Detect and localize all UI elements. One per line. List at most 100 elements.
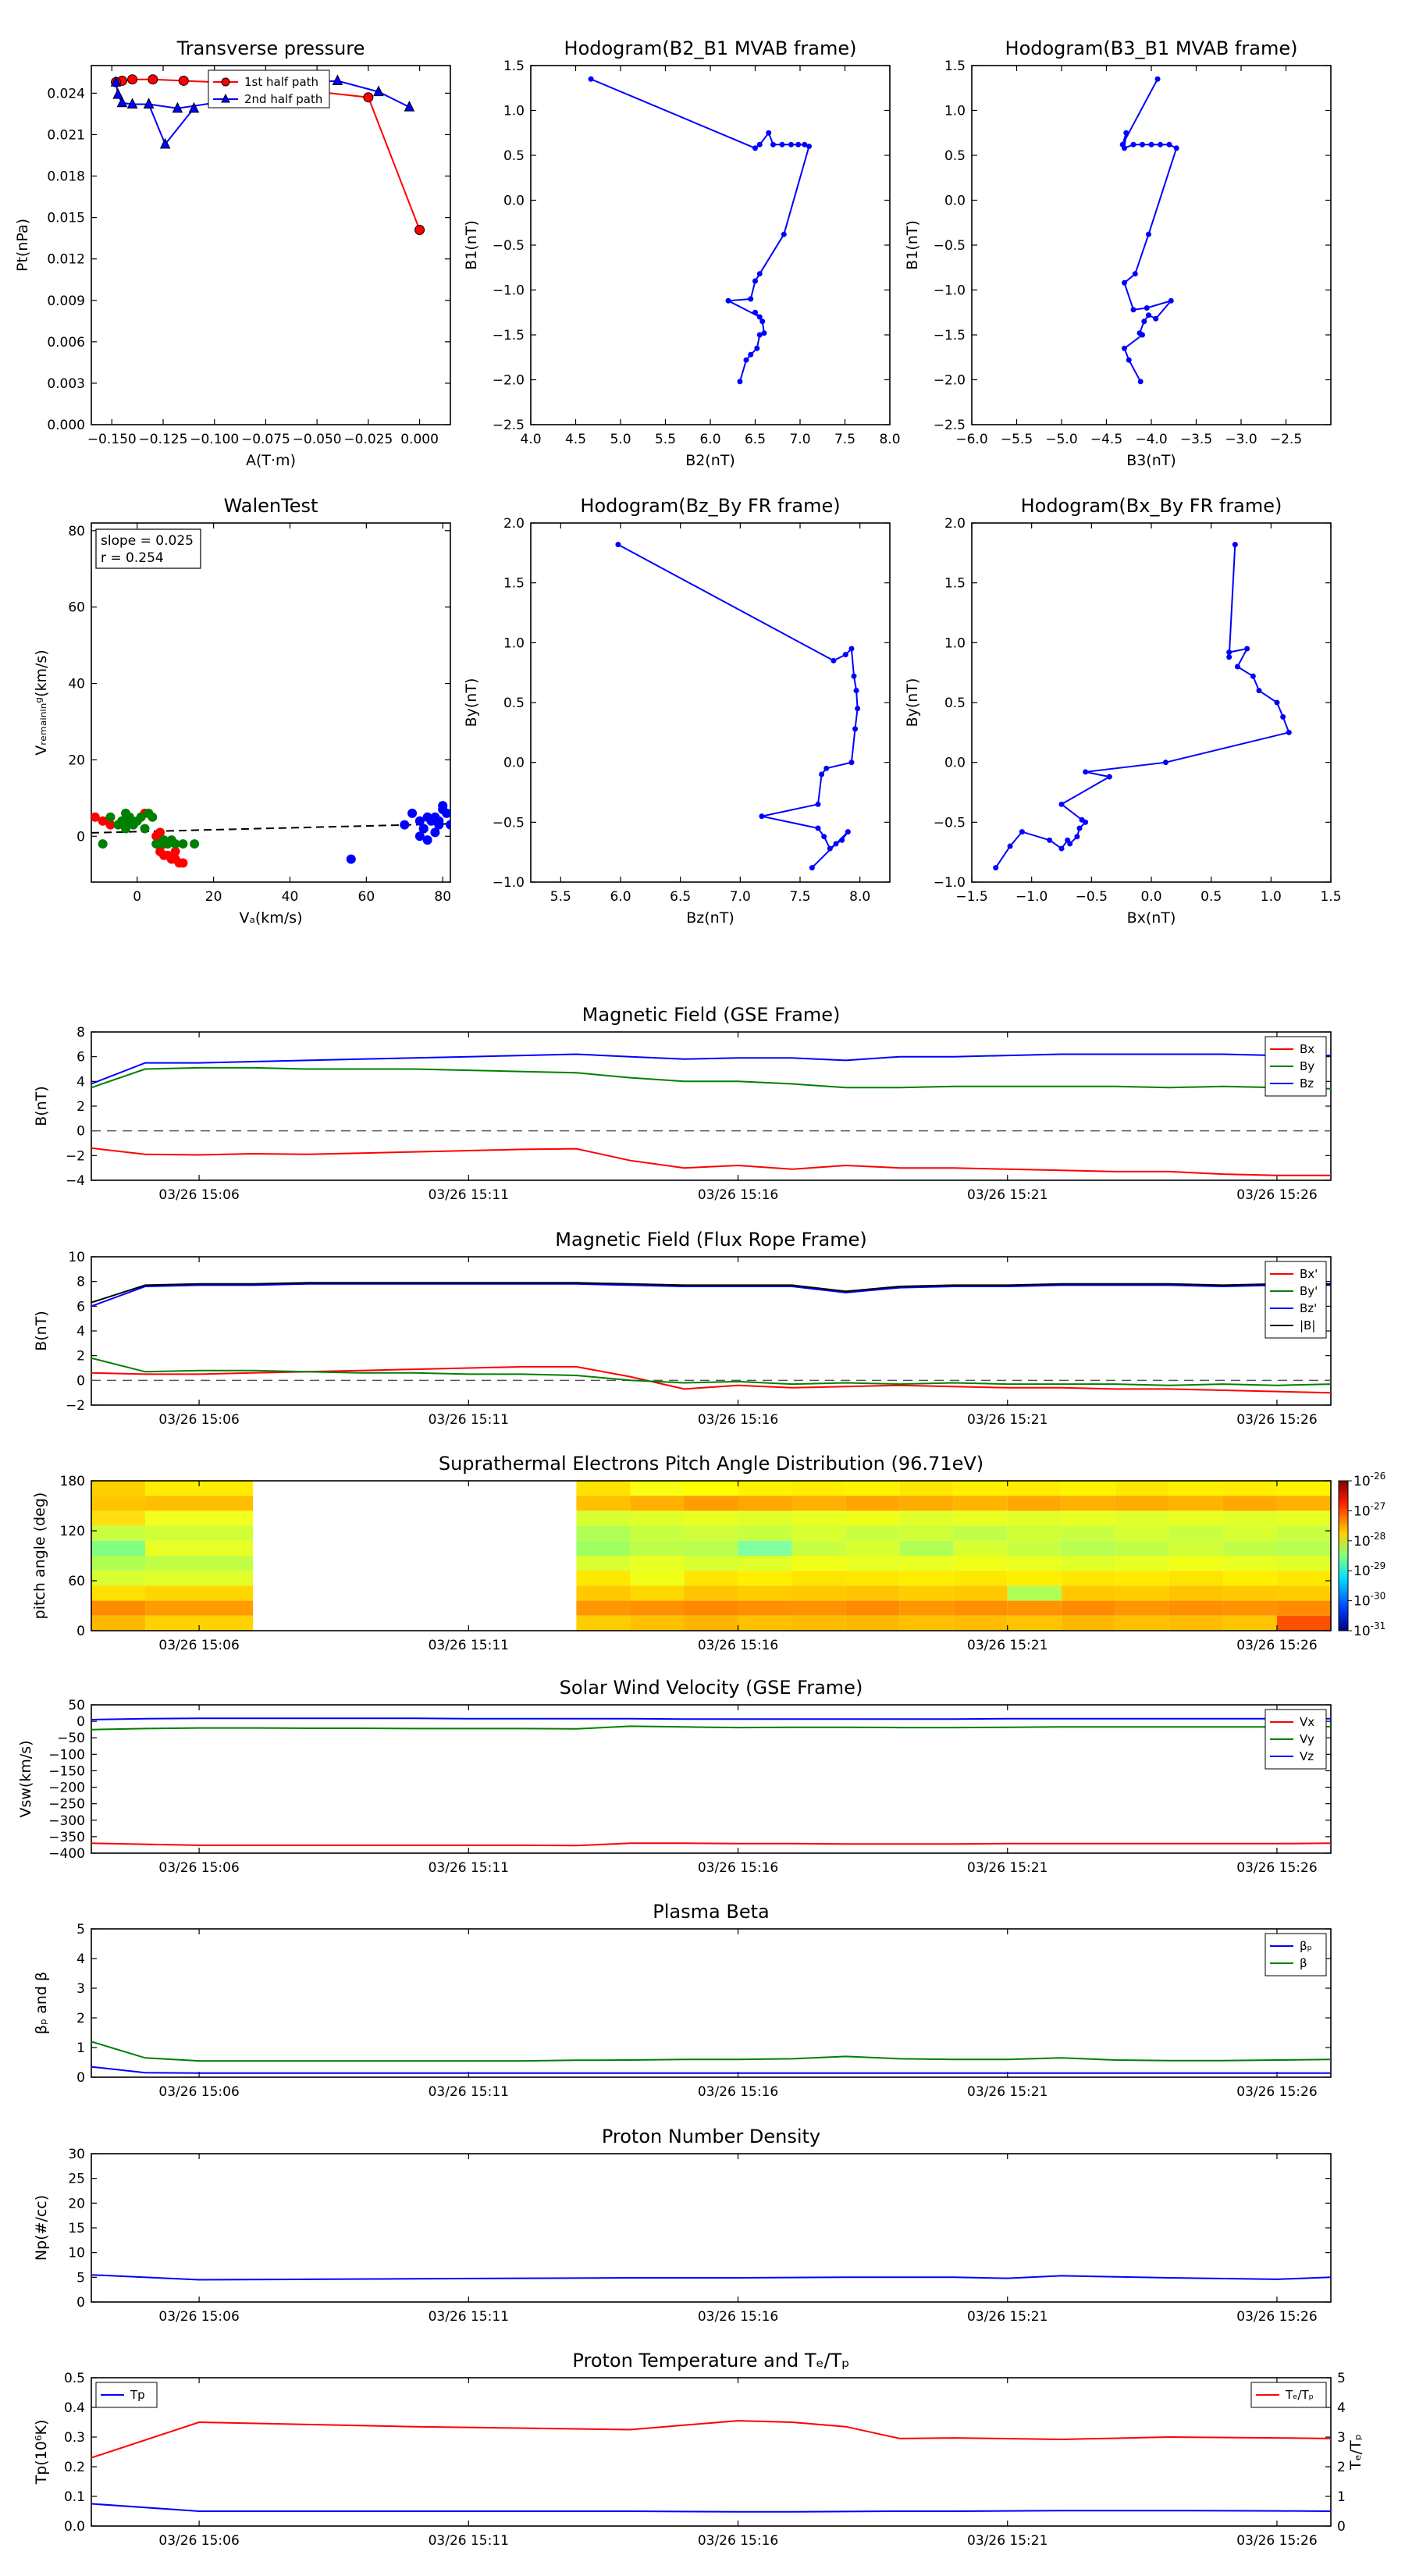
heatmap-cell — [1222, 1510, 1277, 1526]
series-line-β — [91, 2041, 1331, 2062]
heatmap-cell — [576, 1496, 631, 1511]
heatmap-cell — [899, 1585, 954, 1601]
heatmap-cell — [576, 1556, 631, 1571]
heatmap-cell — [1276, 1585, 1331, 1601]
heatmap-cell — [1007, 1571, 1062, 1586]
data-point — [725, 297, 731, 304]
chart-title: Proton Number Density — [602, 2126, 820, 2147]
y-tick-label: 20 — [68, 753, 85, 768]
data-point — [414, 831, 425, 841]
y-tick-label: 0 — [76, 2295, 85, 2311]
y-tick-label: −0.5 — [934, 815, 966, 831]
x-tick-label: 03/26 15:21 — [967, 1412, 1048, 1428]
x-tick-label: 03/26 15:06 — [158, 1412, 239, 1428]
chart-h4: Hodogram(Bx_By FR frame)−1.5 −1.0 −0.5 0.0 0… — [904, 495, 1342, 927]
data-point — [752, 145, 758, 151]
data-point — [848, 760, 855, 766]
data-point — [1058, 845, 1065, 852]
plot-frame — [530, 522, 891, 883]
y-tick-label: −200 — [48, 1781, 85, 1796]
data-point — [1162, 760, 1168, 766]
x-tick-label: 5.5 — [655, 432, 676, 447]
data-point — [400, 820, 410, 830]
y-tick-label: 0.5 — [944, 696, 966, 711]
colorbar-label-base: 10 — [1353, 1624, 1371, 1639]
x-tick-label: 03/26 15:06 — [158, 1860, 239, 1876]
heatmap-cell — [791, 1481, 846, 1496]
x-tick-label: 03/26 15:11 — [429, 1412, 509, 1428]
heatmap-cell — [899, 1556, 954, 1571]
x-tick-label: 8.0 — [849, 889, 870, 905]
heatmap-cell — [738, 1600, 792, 1616]
data-point — [821, 834, 827, 840]
y-tick-label: −0.5 — [493, 815, 525, 831]
legend-label: Bz — [1300, 1076, 1314, 1091]
data-point — [1065, 837, 1071, 843]
series-line-|B| — [91, 1282, 1331, 1304]
data-point — [795, 141, 802, 148]
data-point-triangle — [159, 137, 171, 149]
heatmap-cell — [1168, 1571, 1223, 1586]
heatmap-cell — [576, 1615, 631, 1631]
heatmap-cell — [1276, 1481, 1331, 1496]
y-tick-label: −2.0 — [934, 373, 966, 389]
heatmap-cell — [576, 1540, 631, 1556]
data-point — [1256, 688, 1262, 694]
x-tick-label: 03/26 15:06 — [158, 2084, 239, 2100]
colorbar-label-exponent: -29 — [1371, 1560, 1386, 1571]
data-point — [1153, 315, 1159, 322]
data-point — [752, 278, 758, 284]
data-point — [766, 130, 772, 136]
y-tick-label: −250 — [48, 1797, 85, 1813]
heatmap-cell — [1115, 1585, 1169, 1601]
chart-beta: Plasma Beta 03/26 15:06 03/26 15:11 03/26 1… — [33, 1901, 1332, 2100]
data-point — [414, 225, 425, 236]
heatmap-cell — [576, 1481, 631, 1496]
chart-title: Magnetic Field (Flux Rope Frame) — [555, 1229, 866, 1251]
chart-title: WalenTest — [224, 495, 318, 517]
chart-title: Hodogram(Bx_By FR frame) — [1021, 495, 1282, 517]
y-right-tick-label: 4 — [1337, 2400, 1346, 2416]
y-tick-label: 180 — [60, 1474, 85, 1489]
chart-proton-temperature: Proton Temperature and Tₑ/Tₚ 03/26 15:06 0… — [33, 2350, 1364, 2549]
heatmap-cell — [684, 1496, 738, 1511]
heatmap-cell — [1061, 1540, 1115, 1556]
heatmap-cell — [953, 1496, 1008, 1511]
heatmap-cell — [1115, 1525, 1169, 1541]
x-tick-label: 03/26 15:16 — [698, 1187, 778, 1203]
y-tick-label: 0 — [76, 1124, 85, 1140]
series-line-Np — [91, 2274, 1331, 2281]
data-point — [779, 141, 785, 148]
heatmap-cell — [145, 1585, 254, 1601]
data-point-triangle — [221, 93, 230, 103]
data-point — [845, 829, 851, 835]
y-tick-label: 15 — [68, 2221, 85, 2236]
x-tick-label: 80 — [434, 889, 451, 905]
y-axis-label: Np(#/cc) — [33, 2195, 50, 2261]
data-point — [221, 77, 230, 87]
colorbar-label: 10-31 — [1353, 1621, 1385, 1639]
y-tick-label: 5 — [76, 2270, 85, 2286]
x-tick-label: 03/26 15:06 — [158, 1638, 239, 1653]
heatmap-cell — [1222, 1585, 1277, 1601]
y-tick-label: −100 — [48, 1747, 85, 1763]
heatmap-cell — [630, 1615, 685, 1631]
heatmap-cell — [684, 1556, 738, 1571]
heatmap-cell — [791, 1585, 846, 1601]
y-tick-label: 1.5 — [503, 59, 525, 74]
heatmap-cell — [953, 1525, 1008, 1541]
data-point — [1244, 646, 1250, 652]
y-tick-label: 4 — [76, 1074, 85, 1090]
data-point — [1058, 801, 1065, 807]
y-tick-label: 0.5 — [503, 148, 525, 164]
legend-label: |B| — [1300, 1318, 1315, 1332]
data-point — [853, 688, 859, 694]
heatmap-cell — [1222, 1556, 1277, 1571]
heatmap-cell — [684, 1600, 738, 1616]
heatmap-cell — [899, 1496, 954, 1511]
y-tick-label: 2.0 — [503, 516, 525, 532]
data-point — [1141, 318, 1147, 325]
heatmap-cell — [738, 1571, 792, 1586]
colorbar-label: 10-30 — [1353, 1591, 1385, 1610]
